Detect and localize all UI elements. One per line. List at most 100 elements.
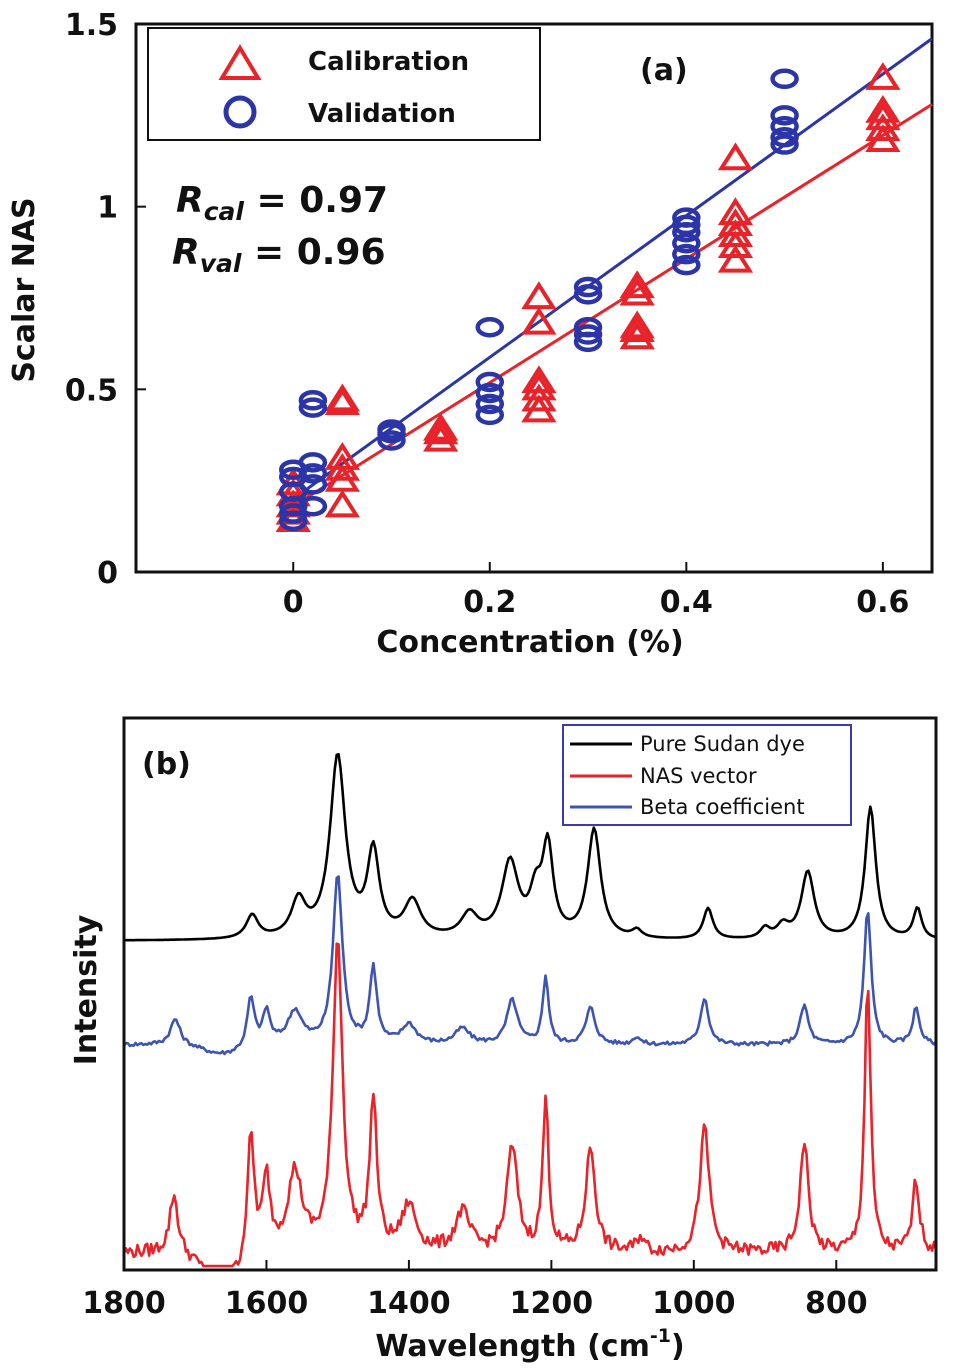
validation-point — [298, 495, 328, 517]
panel-a: 0 0.2 0.4 0.6 0 0.5 1 1.5 (a) Concentration (%)… — [7, 8, 934, 660]
panel-a-x-tick-label: 0 — [283, 585, 304, 620]
calibration-point — [521, 281, 557, 310]
r-val-annotation: Rval = 0.96 — [172, 232, 386, 278]
panel-a-x-tick-label: 0.4 — [660, 585, 713, 620]
validation-point — [672, 232, 701, 254]
panel-a-legend-box — [147, 27, 541, 141]
panel-b-x-tick-label: 1600 — [225, 1286, 309, 1321]
validation-point — [377, 419, 406, 440]
validation-point — [770, 116, 799, 137]
panel-b-x-axis-label-sup: -1 — [650, 1325, 671, 1347]
validation-point — [298, 397, 328, 418]
calibration-point — [717, 142, 754, 171]
calibration-point — [521, 306, 557, 335]
validation-point — [770, 105, 799, 126]
panel-a-x-tick-label: 0.6 — [856, 585, 909, 620]
validation-point — [298, 390, 328, 411]
calibration-point — [324, 489, 361, 518]
r-cal-value: = 0.97 — [244, 180, 388, 221]
validation-point — [475, 382, 505, 404]
svg-text:Rcal = 0.97: Rcal = 0.97 — [176, 180, 388, 226]
calibration-point — [865, 102, 901, 131]
validation-point — [298, 463, 328, 484]
spectrum-nas-vector — [122, 942, 938, 1268]
panel-a-points — [275, 62, 901, 532]
panel-b-legend: Pure Sudan dye NAS vector Beta coefficie… — [562, 724, 852, 826]
panel-b-x-tick-label: 1800 — [82, 1286, 166, 1321]
legend-calibration-marker — [218, 44, 262, 80]
panel-b-frame — [122, 716, 938, 1272]
validation-point — [475, 371, 505, 393]
r-val-value: = 0.96 — [241, 232, 385, 273]
panel-b-x-tick-label: 1400 — [367, 1286, 451, 1321]
calibration-point — [619, 270, 655, 299]
validation-point — [770, 134, 799, 155]
calibration-point — [521, 365, 557, 394]
validation-point — [298, 452, 328, 473]
legend-validation-marker — [223, 95, 257, 129]
panel-b-x-tick-label: 800 — [805, 1286, 868, 1321]
calibration-point — [324, 442, 361, 470]
panel-a-y-axis-label: Scalar NAS — [7, 197, 42, 382]
validation-point — [672, 243, 701, 265]
validation-point — [573, 276, 603, 298]
validation-point — [475, 316, 505, 338]
panel-a-x-axis-label: Concentration (%) — [376, 625, 683, 660]
panel-b-x-axis-label-end: ) — [671, 1329, 685, 1364]
panel-b: 1800 1600 1400 1200 1000 800 (b) Wavelength (… — [69, 716, 938, 1364]
panel-b-x-axis-label: Wavelength (cm-1) — [375, 1325, 684, 1364]
validation-point — [573, 324, 603, 345]
validation-point — [475, 404, 505, 426]
panel-a-y-tick-label: 0 — [97, 556, 118, 591]
panel-b-y-axis-label: Intensity — [69, 914, 104, 1065]
validation-point — [672, 207, 701, 228]
panel-a-x-tick-label: 0.2 — [463, 585, 516, 620]
svg-text:Rval = 0.96: Rval = 0.96 — [172, 232, 386, 278]
spectrum-pure-sudan-dye — [124, 753, 937, 942]
legend-nas-vector-label: NAS vector — [640, 764, 757, 788]
legend-calibration-label: Calibration — [308, 47, 469, 77]
panel-b-spectra — [122, 753, 938, 1268]
validation-point — [377, 430, 406, 451]
panel-a-ticks: 0 0.2 0.4 0.6 0 0.5 1 1.5 — [65, 8, 910, 620]
calibration-point — [619, 277, 655, 306]
validation-point — [770, 68, 799, 90]
calibration-point — [521, 372, 557, 401]
r-cal-base: R — [176, 180, 204, 221]
panel-b-x-axis-label-main: Wavelength (cm — [375, 1329, 650, 1364]
calibration-point — [865, 94, 901, 123]
panel-b-x-tick-label: 1200 — [510, 1286, 594, 1321]
panel-a-y-tick-label: 0.5 — [65, 373, 118, 408]
legend-validation-label: Validation — [308, 99, 456, 129]
validation-point — [672, 254, 701, 276]
legend-beta-coefficient-label: Beta coefficient — [640, 795, 805, 819]
spectrum-beta-coefficient — [122, 875, 938, 1056]
panel-b-x-tick-label: 1000 — [652, 1286, 736, 1321]
fit-line-calibration — [292, 103, 933, 508]
validation-point — [672, 214, 701, 236]
panel-a-legend: Calibration Validation — [147, 27, 541, 141]
calibration-point — [324, 383, 361, 412]
panel-a-y-tick-label: 1 — [97, 191, 118, 226]
panel-a-frame — [134, 22, 934, 574]
r-val-sub: val — [200, 249, 242, 278]
validation-point — [573, 284, 603, 305]
validation-point — [475, 393, 505, 415]
r-cal-annotation: Rcal = 0.97 — [176, 180, 388, 226]
panel-a-label: (a) — [640, 53, 688, 88]
validation-point — [770, 127, 799, 148]
panel-b-label: (b) — [142, 747, 191, 782]
r-cal-sub: cal — [204, 197, 245, 226]
calibration-point — [619, 310, 655, 339]
r-val-base: R — [172, 232, 200, 273]
panel-b-ticks: 1800 1600 1400 1200 1000 800 — [82, 1260, 868, 1321]
calibration-point — [865, 62, 901, 90]
validation-point — [298, 474, 328, 495]
calibration-point — [717, 197, 754, 226]
panel-a-y-tick-label: 1.5 — [65, 8, 118, 43]
calibration-point — [717, 244, 754, 273]
legend-pure-sudan-label: Pure Sudan dye — [640, 732, 805, 756]
validation-point — [573, 316, 603, 338]
calibration-point — [423, 412, 459, 441]
